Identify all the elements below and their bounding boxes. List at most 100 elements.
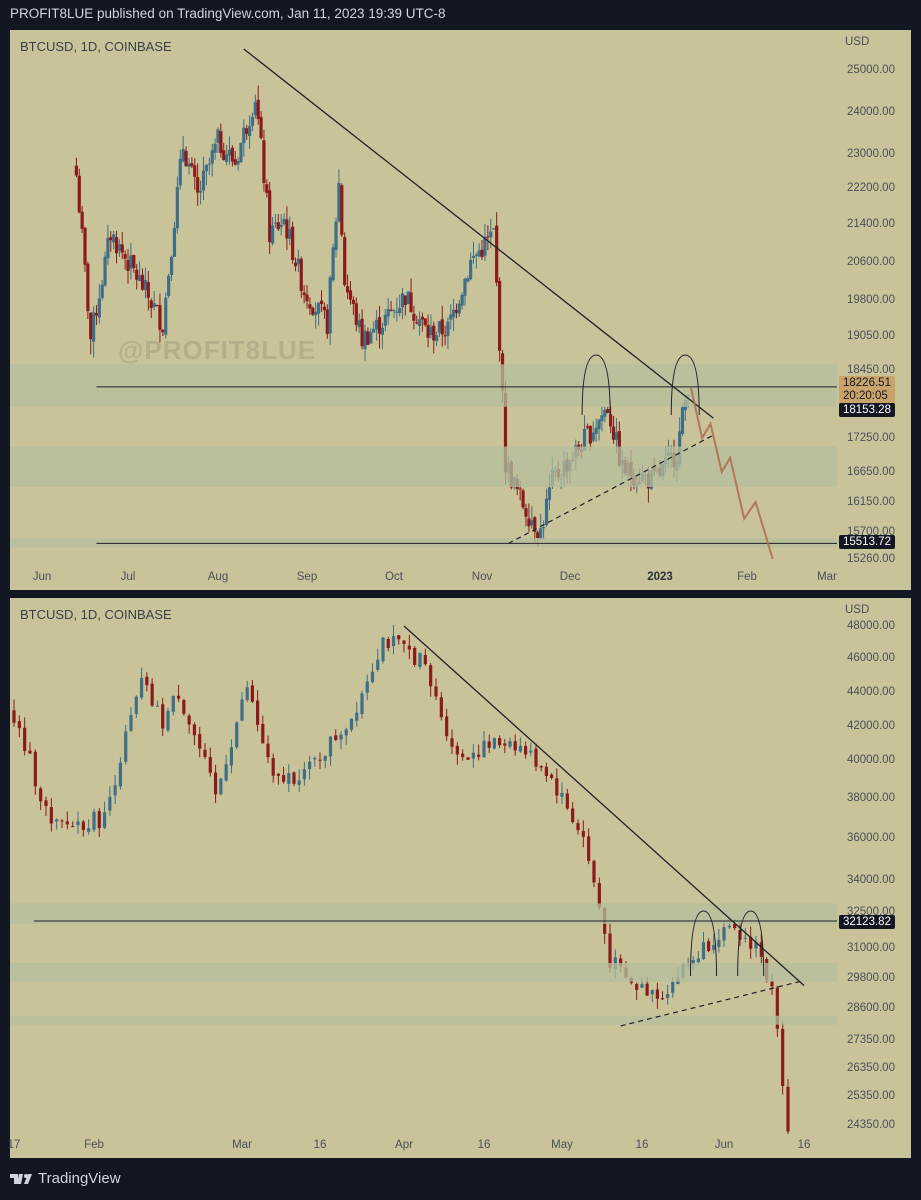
- candlestick-chart-top[interactable]: [10, 30, 837, 566]
- candle-body: [208, 757, 212, 773]
- y-tick: 24000.00: [847, 106, 895, 118]
- x-tick: Feb: [737, 571, 757, 583]
- price-axis-bottom[interactable]: USD 48000.00 46000.00 44000.00 42000.00 …: [837, 598, 911, 1134]
- candle-body: [576, 823, 580, 831]
- head-shoulders-arc: [581, 354, 611, 416]
- candle-body: [55, 819, 59, 822]
- candle-body: [80, 211, 84, 229]
- candle-body: [608, 933, 612, 968]
- candle-body: [169, 256, 174, 276]
- candlestick-chart-bottom[interactable]: [10, 598, 837, 1134]
- candle-body: [207, 163, 211, 165]
- candle-body: [39, 788, 43, 802]
- candle-body: [81, 821, 85, 830]
- candle-body: [92, 811, 96, 830]
- y-tick: 40000.00: [847, 754, 895, 766]
- candle-body: [645, 983, 649, 996]
- candle-body: [213, 143, 217, 153]
- candle-body: [581, 830, 585, 837]
- candle-body: [351, 299, 355, 304]
- chart-panel-bottom[interactable]: BTCUSD, 1D, COINBASE: [10, 598, 837, 1134]
- candle-body: [132, 255, 136, 269]
- candle-body: [413, 647, 417, 665]
- candle-body: [585, 426, 590, 428]
- rising-support-line: [508, 434, 714, 545]
- candle-body: [395, 311, 399, 313]
- candle-body: [145, 676, 149, 686]
- x-tick: Oct: [385, 571, 403, 583]
- candle-body: [109, 237, 113, 241]
- candle-body: [529, 750, 533, 753]
- candle-body: [229, 747, 234, 766]
- candle-body: [305, 294, 309, 302]
- time-axis-bottom[interactable]: 17 Feb Mar 16 Apr 16 May 16 Jun 16: [8, 1134, 911, 1158]
- x-tick: Jun: [714, 1139, 734, 1151]
- y-tick: 19800.00: [847, 294, 895, 306]
- candle-body: [503, 392, 508, 473]
- candle-body: [164, 297, 168, 335]
- x-tick: 16: [635, 1139, 649, 1151]
- candle-body: [288, 228, 292, 239]
- candle-body: [33, 751, 37, 787]
- candle-body: [701, 942, 706, 960]
- candle-body: [533, 517, 537, 532]
- candle-body: [167, 275, 171, 296]
- candle-body: [181, 149, 185, 162]
- candle-body: [270, 225, 275, 244]
- candle-body: [544, 498, 549, 526]
- y-tick: 29800.00: [847, 972, 895, 984]
- y-tick: 46000.00: [847, 652, 895, 664]
- candle-body: [635, 984, 639, 990]
- candle-body: [302, 292, 306, 296]
- chart-panel-top[interactable]: @PROFIT8LUE BTCUSD, 1D, COINBASE: [10, 30, 837, 566]
- candle-body: [97, 811, 101, 829]
- time-axis-top[interactable]: Jun Jul Aug Sep Oct Nov Dec 2023 Feb Mar: [10, 566, 911, 590]
- candle-body: [328, 736, 333, 757]
- candle-body: [521, 490, 525, 508]
- candle-body: [483, 236, 487, 256]
- candle-body: [733, 923, 737, 929]
- y-tick: 28600.00: [847, 1002, 895, 1014]
- candle-body: [150, 683, 154, 706]
- candle-body: [204, 164, 208, 172]
- candle-body: [717, 939, 721, 947]
- candle-body: [463, 278, 467, 296]
- candle-body: [592, 860, 596, 883]
- candle-body: [691, 959, 695, 965]
- candle-body: [118, 762, 123, 787]
- candle-body: [457, 303, 461, 314]
- candle-body: [619, 958, 623, 967]
- price-axis-top[interactable]: USD 25000.00 24000.00 23000.00 22200.00 …: [837, 30, 911, 566]
- candle-body: [597, 419, 601, 430]
- candle-body: [707, 941, 711, 952]
- candle-body: [466, 278, 470, 282]
- rising-support-line: [620, 979, 805, 1027]
- candle-body: [420, 316, 424, 320]
- candle-body: [328, 277, 332, 334]
- candle-body: [775, 987, 779, 1029]
- candle-body: [334, 221, 338, 251]
- candle-body: [539, 766, 543, 768]
- candle-body: [106, 237, 110, 259]
- candle-body: [454, 309, 459, 313]
- candle-body: [171, 695, 175, 712]
- y-tick: 16150.00: [847, 496, 895, 508]
- tradingview-logo[interactable]: TradingView: [10, 1170, 121, 1187]
- candle-body: [370, 671, 375, 683]
- candle-body: [155, 305, 159, 307]
- candle-body: [172, 227, 177, 257]
- candle-body: [495, 225, 499, 283]
- candle-body: [588, 425, 592, 444]
- candle-body: [455, 745, 459, 755]
- candle-body: [547, 487, 552, 500]
- candle-body: [250, 685, 254, 702]
- price-line-tag: 15513.72: [839, 535, 895, 549]
- candle-body: [325, 309, 329, 335]
- y-tick: 25350.00: [847, 1090, 895, 1102]
- candle-body: [555, 778, 559, 796]
- y-tick: 38000.00: [847, 792, 895, 804]
- x-tick: Nov: [471, 571, 493, 583]
- candle-body: [60, 820, 64, 822]
- candle-body: [23, 727, 27, 751]
- candle-body: [398, 308, 402, 314]
